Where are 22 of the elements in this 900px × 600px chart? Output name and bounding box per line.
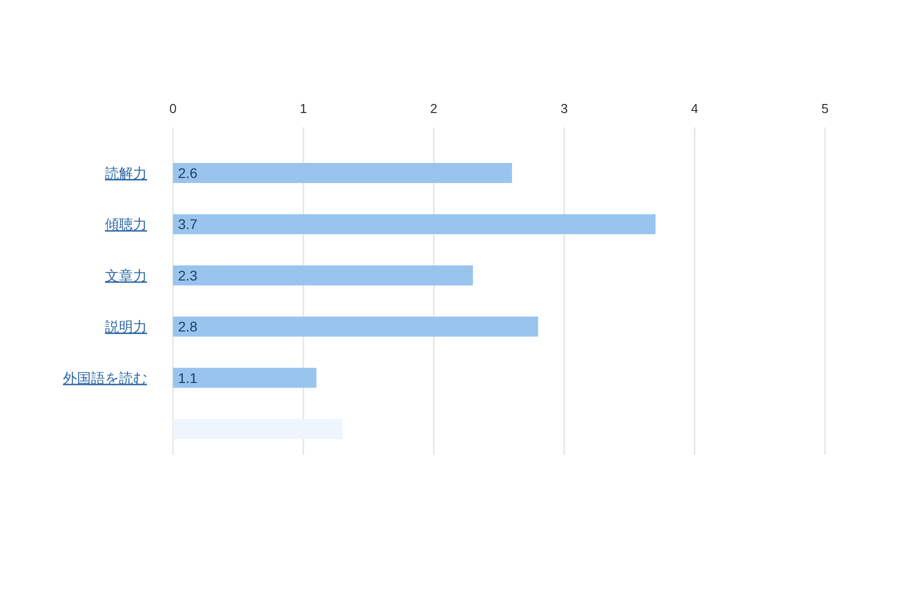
x-tick-label: 5 [821,101,829,116]
data-label: 2.8 [178,318,198,335]
bar [173,265,473,286]
x-tick-label: 3 [560,101,568,116]
x-tick-label: 0 [169,101,177,116]
x-tick-label: 1 [300,101,308,116]
data-label: 1.1 [178,370,198,386]
y-tick-label: 外国語を読む [63,370,147,386]
bar [173,368,316,388]
bar [173,316,538,337]
y-tick-label: 文章力 [105,267,147,284]
y-tick-label: 説明力 [105,318,147,335]
data-label: 2.3 [178,267,198,284]
bar [173,214,656,234]
x-tick-label: 4 [690,101,698,116]
bar [173,419,343,439]
y-tick-label: 読解力 [105,165,147,181]
data-label: 3.7 [178,216,198,232]
data-label: 2.6 [178,165,198,181]
bar [173,163,512,183]
x-tick-label: 2 [430,101,438,116]
y-tick-label: 傾聴力 [105,216,147,232]
